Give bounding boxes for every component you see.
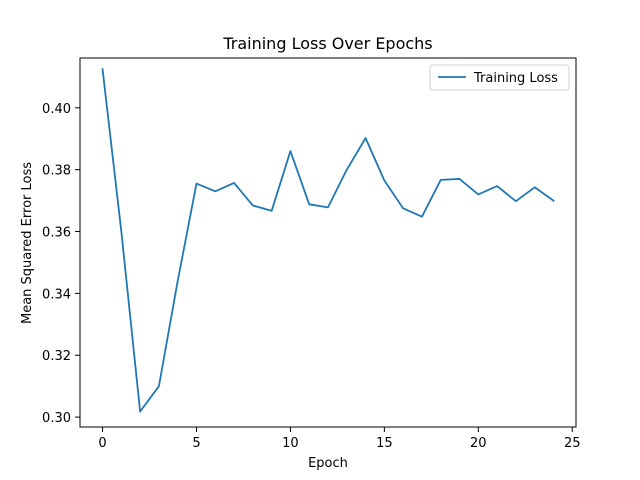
y-tick-label: 0.32 — [42, 349, 71, 364]
chart-title: Training Loss Over Epochs — [222, 34, 432, 53]
y-tick-label: 0.40 — [42, 102, 71, 117]
y-tick-label: 0.36 — [42, 226, 71, 241]
x-tick-label: 0 — [98, 436, 106, 451]
x-tick-label: 25 — [564, 436, 581, 451]
y-axis-label: Mean Squared Error Loss — [20, 162, 35, 324]
x-tick-label: 10 — [282, 436, 299, 451]
legend-box — [429, 64, 570, 91]
x-axis: 0 5 10 15 20 25 — [98, 427, 581, 451]
y-tick-label: 0.38 — [42, 164, 71, 179]
y-tick-label: 0.34 — [42, 287, 71, 302]
series-group — [101, 68, 555, 413]
x-tick-label: 20 — [470, 436, 487, 451]
y-tick-label: 0.30 — [42, 411, 71, 426]
series-line-training-loss — [101, 68, 555, 413]
x-tick-label: 5 — [192, 436, 200, 451]
x-tick-label: 15 — [376, 436, 393, 451]
legend-label: Training Loss — [473, 71, 558, 86]
y-axis: 0.30 0.32 0.34 0.36 0.38 0.40 — [42, 102, 80, 426]
x-axis-label: Epoch — [308, 456, 348, 471]
plot-area — [79, 57, 577, 428]
plot-frame — [79, 57, 577, 428]
legend: Training Loss — [429, 64, 570, 91]
